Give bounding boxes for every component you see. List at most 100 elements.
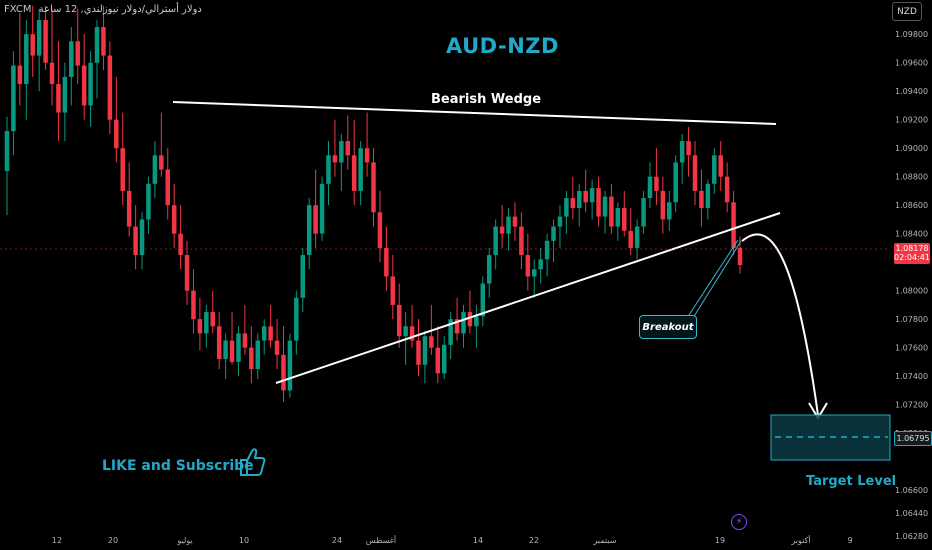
y-tick-label: 1.08600 [895, 201, 928, 210]
candle-body [274, 340, 280, 355]
candle-body [300, 255, 306, 298]
candle-body [724, 176, 730, 203]
candle [139, 212, 145, 270]
candle [358, 141, 363, 206]
candle-body [126, 190, 132, 227]
candle [165, 148, 170, 220]
x-tick-label: 9 [847, 536, 852, 545]
candle [641, 190, 646, 234]
candle [345, 115, 351, 170]
candle [223, 333, 228, 380]
candle [17, 12, 23, 106]
candle [229, 312, 235, 365]
candle [589, 179, 595, 220]
lightning-icon[interactable]: ⚡ [731, 514, 747, 530]
candle-body [686, 141, 691, 156]
candle-body [133, 226, 138, 256]
candle-body [609, 196, 614, 227]
candle-body [654, 176, 659, 191]
candle [152, 141, 158, 199]
target-label: Target Level [806, 474, 897, 489]
candle-body [622, 208, 627, 231]
candle [4, 116, 10, 216]
candle [506, 208, 511, 251]
x-tick-label: 14 [473, 536, 483, 545]
candle-body [371, 162, 376, 213]
candle-body [184, 255, 190, 291]
candle-body [94, 27, 100, 63]
candle-body [139, 219, 145, 256]
candle [480, 276, 486, 327]
candle-body [531, 269, 537, 277]
candle [724, 162, 730, 213]
candle [242, 304, 248, 355]
candle-body [223, 340, 228, 360]
candle [326, 141, 331, 206]
candle-body [602, 196, 608, 217]
candle [94, 19, 100, 99]
candle [30, 5, 35, 77]
candle [583, 169, 588, 213]
candle [474, 304, 479, 348]
candle [107, 41, 113, 134]
cta-text: LIKE and Subscribe [102, 458, 254, 474]
y-tick-label: 1.09600 [895, 59, 928, 68]
breakout-pointer-line [686, 239, 739, 319]
candle [69, 27, 74, 106]
candle-body [268, 326, 273, 341]
candle-body [30, 34, 35, 56]
candle [88, 51, 93, 127]
candle [56, 41, 61, 142]
candle [159, 112, 164, 177]
candle-body [667, 202, 672, 220]
candle-body [390, 276, 396, 305]
y-tick-label: 1.07600 [895, 344, 928, 353]
candle [101, 5, 106, 70]
candle-body [49, 62, 55, 85]
candle [43, 5, 48, 70]
y-tick-label: 1.09800 [895, 30, 928, 39]
candle [261, 319, 267, 355]
candle-body [525, 255, 531, 277]
candle-body [422, 336, 428, 365]
candle [705, 179, 711, 220]
candle [692, 141, 698, 206]
candle-body [557, 216, 563, 227]
candle-body [441, 344, 447, 374]
candle-body [467, 312, 473, 327]
candle-body [191, 290, 196, 320]
candle [294, 290, 299, 355]
candle-body [75, 41, 80, 66]
candle [435, 326, 441, 384]
candle [596, 176, 601, 227]
candle [396, 283, 402, 348]
candle [75, 8, 80, 85]
candle [204, 304, 209, 348]
candle-body [313, 205, 318, 234]
candle-body [564, 198, 569, 217]
candle-body [737, 247, 743, 266]
candle-body [583, 190, 588, 203]
candle [454, 297, 460, 341]
candle [557, 205, 563, 248]
candle-body [660, 190, 666, 220]
candle-body [731, 202, 736, 248]
candle [673, 155, 678, 213]
symbol-header: FXCM دولار أسترالي/دولار نيوزلندي, 12 سا… [4, 4, 206, 15]
candle [249, 326, 254, 384]
candle [493, 219, 498, 270]
candle-body [287, 340, 293, 391]
currency-badge[interactable]: NZD [892, 2, 922, 21]
candle-body [692, 155, 698, 191]
candle-body [461, 312, 466, 334]
candle-body [628, 230, 633, 248]
wedge-upper-trendline [172, 101, 777, 125]
candle-body [326, 155, 331, 184]
candle [441, 336, 447, 380]
candle-body [377, 212, 383, 248]
candle-body [409, 326, 415, 341]
candle [184, 240, 190, 305]
candle-body [403, 326, 408, 337]
candle-body [178, 233, 183, 256]
